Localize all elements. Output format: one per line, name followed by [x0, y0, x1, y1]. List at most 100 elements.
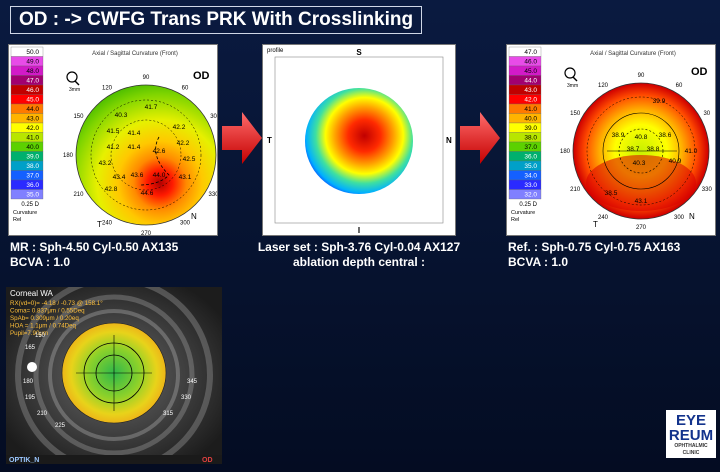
pre-op-value-label: 41.5	[107, 128, 120, 135]
zoom-icon-handle	[572, 76, 578, 82]
profile-frame	[274, 56, 444, 224]
pre-op-ring-outer	[90, 99, 202, 211]
post-op-scale-value: 32.0	[524, 192, 537, 199]
post-op-angle-label: 300	[674, 215, 685, 221]
post-op-values: 39.9 38.9 40.8 38.6 38.7 38.840.3 40.941.0 43.1…	[605, 98, 698, 205]
pre-op-value-label: 43.4	[113, 174, 126, 181]
ablation-depth: ablation depth central :	[292, 255, 425, 269]
pre-op-value-label: 42.8	[105, 186, 118, 193]
post-op-scale-value: 38.0	[524, 135, 537, 142]
pre-op-value-label: 44.6	[141, 190, 154, 197]
pre-op-scale-value: 49.0	[26, 59, 39, 66]
post-op-mm-label: 3mm	[567, 83, 578, 89]
wavefront-tick-label: 345	[187, 379, 198, 385]
wavefront-tick-label: 180	[23, 379, 34, 385]
post-op-scale-value: 43.0	[524, 87, 537, 94]
post-op-angle-label: 180	[560, 149, 571, 155]
laser-caption: Laser set : Sph-3.76 Cyl-0.04 AX127 abla…	[256, 240, 462, 270]
device-label: OPTIK_N	[9, 457, 39, 464]
pre-op-angle-label: 60	[182, 85, 189, 91]
pre-op-scale-value: 44.0	[26, 106, 39, 113]
post-op-scale-swatch	[508, 189, 542, 200]
pre-op-scale-foot: Curvature	[13, 210, 37, 216]
pre-op-scale-value: 42.0	[26, 125, 39, 132]
pre-op-value-label: 42.6	[153, 148, 166, 155]
pre-op-scale-value: 45.0	[26, 97, 39, 104]
pre-op-angle-label: 90	[143, 75, 150, 81]
pre-op-value-label: 43.1	[179, 174, 192, 181]
wavefront-eye-label: OD	[202, 457, 213, 464]
post-op-angle-label: 210	[570, 187, 581, 193]
wavefront-tick-label: 150	[35, 333, 46, 339]
wavefront-tick-label: 165	[25, 345, 36, 351]
post-op-value-label: 38.7	[627, 146, 640, 153]
wavefront-metric-line: RX(vd=0)= -4.18 / -0.73 @ 158.1°	[10, 300, 103, 307]
pre-op-scale-value: 50.0	[26, 49, 39, 56]
post-op-value-label: 43.1	[635, 198, 648, 205]
pre-op-topography-panel: 50.0 49.0 48.0 47.0 46.0 45.0 44.0 43.0 42.0 41.0…	[8, 44, 218, 236]
pre-op-scale-step: 0.25 D	[21, 202, 39, 208]
pre-op-scale-value: 48.0	[26, 68, 39, 75]
post-op-scale-value: 37.0	[524, 144, 537, 151]
pre-op-curvature-map	[75, 84, 217, 226]
pre-op-value-label: 41.4	[128, 130, 141, 137]
post-op-scale-value: 40.0	[524, 116, 537, 123]
pre-op-angle-label: 300	[180, 221, 191, 227]
pre-op-value-label: 41.4	[128, 144, 141, 151]
logo-line3: OPHTHALMIC CLINIC	[674, 443, 708, 456]
laser-settings: Laser set : Sph-3.76 Cyl-0.04 AX127	[257, 240, 461, 254]
pre-op-axis-line	[138, 136, 170, 186]
post-op-scale-value: 47.0	[524, 49, 537, 56]
post-op-corner-t: T	[593, 220, 598, 229]
pre-op-value-label: 42.5	[183, 156, 196, 163]
post-op-angle-label: 30	[703, 111, 710, 117]
post-op-scale-value: 39.0	[524, 125, 537, 132]
pre-op-scale-value: 35.0	[26, 192, 39, 199]
post-op-angle-label: 60	[676, 83, 683, 89]
post-op-angle-label: 270	[636, 225, 647, 231]
post-op-scale-value: 34.0	[524, 173, 537, 180]
logo-line2: REUM	[668, 427, 714, 444]
slide-title: OD : -> CWFG Trans PRK With Crosslinking	[10, 6, 422, 34]
pre-op-scale-swatch	[10, 189, 44, 200]
zoom-icon[interactable]	[66, 71, 78, 83]
pre-op-caption: MR : Sph-4.50 Cyl-0.50 AX135 BCVA : 1.0	[10, 240, 178, 270]
logo-line1: EYE	[675, 412, 706, 429]
pre-op-map-header: Axial / Sagittal Curvature (Front)	[92, 51, 178, 57]
pre-op-scale-value: 38.0	[26, 163, 39, 170]
post-op-refraction: Ref. : Sph-0.75 Cyl-0.75 AX163	[508, 240, 681, 254]
pre-op-value-label: 42.2	[173, 124, 186, 131]
post-op-angle-label: 150	[570, 111, 581, 117]
post-op-scale-value: 45.0	[524, 68, 537, 75]
zoom-icon[interactable]	[564, 67, 576, 79]
post-op-bcva: BCVA : 1.0	[508, 255, 569, 269]
wavefront-ticks: 150 165 180 195 210 225 315 330 345	[23, 333, 198, 429]
pre-op-angle-label: 150	[73, 114, 84, 120]
post-op-scale-value: 46.0	[524, 59, 537, 66]
post-op-scale-value: 42.0	[524, 97, 537, 104]
post-op-scale-value: 35.0	[524, 163, 537, 170]
pre-op-angle-label: 240	[102, 221, 113, 227]
pre-op-value-label: 40.3	[115, 112, 128, 119]
pre-op-color-scale: 50.0 49.0 48.0 47.0 46.0 45.0 44.0 43.0 42.0 41.0…	[10, 46, 44, 223]
post-op-ring-outer	[586, 96, 696, 206]
post-op-scale-foot: Curvature	[511, 210, 535, 216]
post-op-corner-n: N	[689, 212, 695, 221]
post-op-angle-label: 240	[598, 215, 609, 221]
post-op-value-label: 38.9	[612, 132, 625, 139]
pre-op-scale-value: 43.0	[26, 116, 39, 123]
post-op-value-label: 40.8	[635, 134, 648, 141]
pre-op-refraction: MR : Sph-4.50 Cyl-0.50 AX135	[10, 240, 179, 254]
clinic-logo: EYE REUM OPHTHALMIC CLINIC	[666, 410, 716, 458]
pre-op-mm-label: 3mm	[69, 87, 80, 93]
pre-op-scale-foot: Rel	[13, 217, 21, 223]
pre-op-angle-label: 210	[73, 192, 84, 198]
pre-op-value-label: 41.7	[145, 104, 158, 111]
post-op-scale-foot: Rel	[511, 217, 519, 223]
reflex-spot	[27, 362, 37, 372]
pre-op-value-label: 43.6	[131, 172, 144, 179]
pre-op-angle-label: 30	[210, 114, 217, 120]
post-op-value-label: 38.5	[605, 190, 618, 197]
zoom-icon-handle	[74, 80, 80, 86]
post-op-scale-value: 41.0	[524, 106, 537, 113]
